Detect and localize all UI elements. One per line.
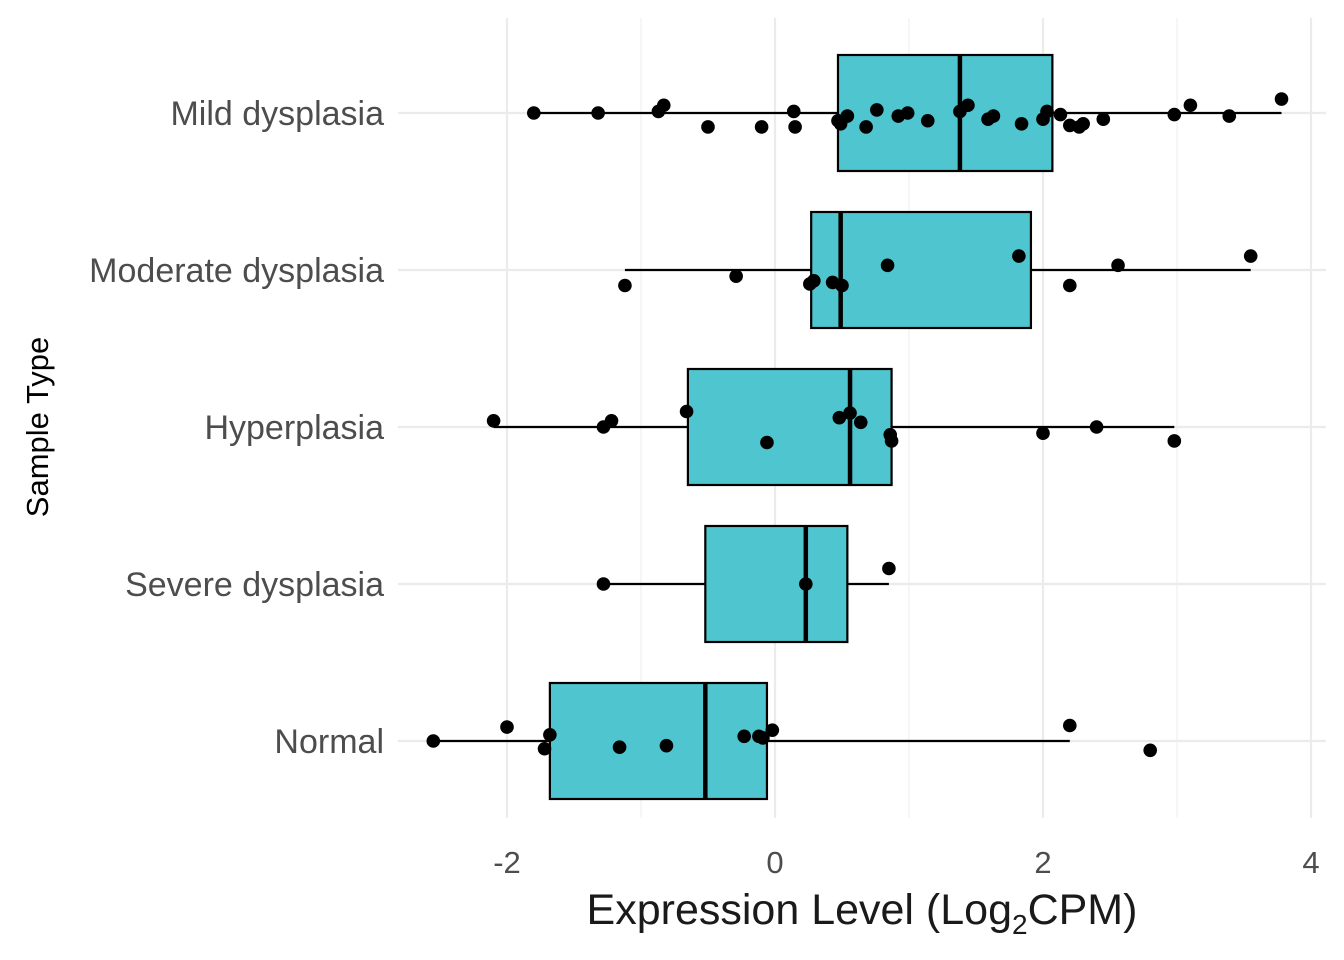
data-point	[1167, 434, 1182, 448]
data-point	[659, 738, 674, 753]
category-label: Mild dysplasia	[170, 95, 384, 133]
data-point	[1274, 92, 1289, 106]
box-body	[704, 524, 849, 644]
data-point	[961, 98, 975, 113]
x-tick-label: 2	[1034, 845, 1051, 880]
data-point	[543, 728, 557, 742]
data-point	[756, 731, 770, 745]
data-point	[604, 414, 619, 428]
category-label: Normal	[274, 723, 384, 761]
data-point	[900, 106, 915, 120]
x-axis-title-prefix: Expression Level (Log	[587, 886, 1012, 934]
data-point	[1167, 107, 1182, 122]
data-point	[765, 723, 780, 737]
x-tick-label: 0	[766, 845, 783, 880]
data-point	[786, 104, 801, 119]
x-tick-label: -2	[493, 845, 521, 880]
box-body	[548, 681, 769, 801]
x-axis-title-subscript: 2	[1012, 909, 1028, 940]
data-point	[426, 734, 441, 748]
data-point	[527, 106, 541, 120]
data-point	[1222, 109, 1237, 123]
data-point	[832, 410, 847, 425]
data-point	[1183, 98, 1198, 113]
data-point	[1096, 112, 1111, 126]
data-point	[882, 561, 896, 576]
data-point	[618, 278, 632, 293]
box-moderate-dysplasia	[624, 210, 1251, 330]
data-point	[612, 740, 627, 754]
data-point	[835, 278, 849, 293]
box-body	[810, 210, 1033, 330]
x-tick-label: 4	[1302, 845, 1319, 880]
data-point	[1040, 104, 1054, 119]
data-point	[486, 414, 501, 428]
box-normal	[433, 681, 1070, 801]
data-point	[853, 415, 868, 430]
data-point	[807, 274, 821, 288]
data-point	[1063, 718, 1077, 733]
data-point	[884, 434, 899, 448]
x-tick-labels: -2 0 2 4	[493, 845, 1319, 880]
data-point	[859, 120, 873, 134]
data-point	[651, 104, 666, 119]
data-point	[737, 729, 751, 744]
data-point	[500, 720, 514, 734]
data-point	[986, 109, 1001, 123]
category-label: Severe dysplasia	[125, 566, 384, 604]
category-label: Hyperplasia	[204, 409, 384, 447]
data-point	[754, 120, 769, 134]
data-point	[920, 113, 935, 128]
data-point	[1076, 117, 1090, 131]
data-point	[537, 741, 552, 756]
x-axis-title: Expression Level (Log2CPM)	[587, 886, 1138, 940]
data-point	[1111, 258, 1125, 273]
data-point	[1063, 278, 1077, 293]
x-axis-title-suffix: CPM)	[1028, 886, 1138, 934]
data-point	[1036, 426, 1050, 441]
category-label: Moderate dysplasia	[89, 252, 384, 290]
data-point	[1243, 249, 1258, 263]
category-labels: Mild dysplasia Moderate dysplasia Hyperpla…	[89, 95, 384, 761]
data-point	[788, 120, 802, 134]
data-point	[1014, 117, 1029, 131]
data-point	[843, 406, 857, 420]
data-point	[840, 109, 855, 123]
data-point	[701, 120, 715, 134]
data-point	[1089, 420, 1104, 434]
data-point	[1053, 107, 1068, 122]
box-severe-dysplasia	[603, 524, 889, 644]
data-point	[799, 577, 813, 591]
data-point	[679, 404, 694, 419]
box-hyperplasia	[493, 367, 1175, 487]
data-point	[596, 577, 611, 591]
data-point	[760, 435, 774, 450]
data-point	[1012, 249, 1026, 263]
data-point	[870, 103, 884, 117]
data-point	[880, 258, 895, 273]
data-point	[591, 106, 605, 120]
points	[426, 92, 1289, 758]
data-point	[1143, 743, 1157, 758]
box-body	[836, 53, 1054, 173]
y-axis-title: Sample Type	[20, 337, 55, 517]
data-point	[729, 269, 743, 284]
